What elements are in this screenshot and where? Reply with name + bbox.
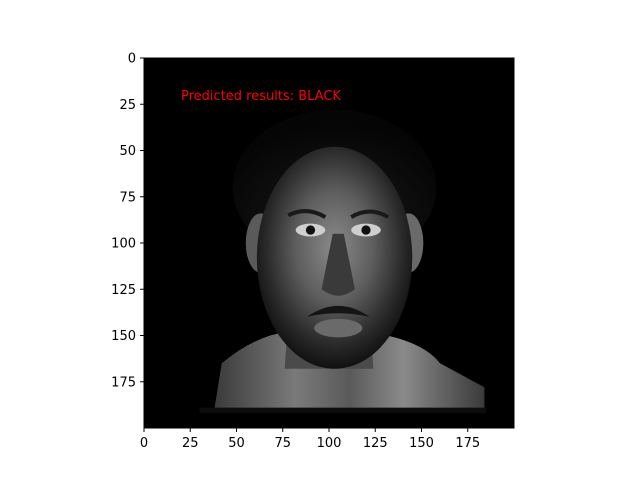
mustache-shape <box>306 305 370 317</box>
nose-shape <box>321 233 355 296</box>
y-tick-label: 175 <box>111 375 136 390</box>
x-tick-label: 0 <box>140 436 148 451</box>
predicted-results-annotation: Predicted results: BLACK <box>181 89 341 104</box>
x-axis-ticks: 0 25 50 75 100 125 150 175 <box>140 428 480 451</box>
y-tick-label: 125 <box>111 283 136 298</box>
y-tick-label: 0 <box>128 52 136 67</box>
left-eyebrow <box>287 209 327 219</box>
right-eyebrow <box>350 209 390 219</box>
x-tick-label: 50 <box>228 436 245 451</box>
x-tick-label: 100 <box>317 436 342 451</box>
y-tick-label: 150 <box>111 329 136 344</box>
left-pupil <box>305 225 316 235</box>
y-tick-label: 25 <box>119 98 136 113</box>
lips-shape <box>314 318 363 338</box>
x-tick-label: 125 <box>363 436 388 451</box>
shirt-shape <box>214 331 485 410</box>
right-pupil <box>361 225 371 235</box>
x-tick-label: 175 <box>455 436 480 451</box>
image-bottom-border <box>199 407 487 414</box>
face-illustration <box>199 109 487 414</box>
x-tick-label: 150 <box>409 436 434 451</box>
x-tick-label: 25 <box>182 436 199 451</box>
y-axis-ticks: 0 25 50 75 100 125 150 175 <box>111 52 144 390</box>
y-tick-label: 50 <box>119 144 136 159</box>
y-tick-label: 75 <box>119 190 136 205</box>
y-tick-label: 100 <box>111 237 136 252</box>
x-tick-label: 75 <box>274 436 291 451</box>
face-image <box>144 58 514 428</box>
